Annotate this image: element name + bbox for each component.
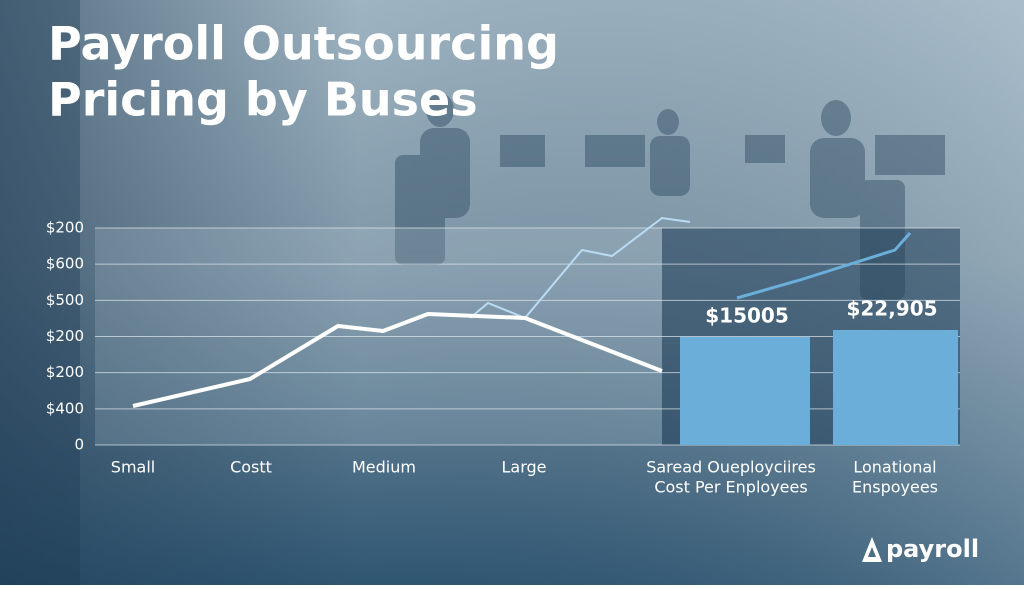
y-axis-label: 0: [74, 436, 84, 454]
logo: payroll: [862, 535, 979, 563]
y-axis-label: $200: [46, 327, 84, 345]
y-axis-label: $600: [46, 255, 84, 273]
category-label: Medium: [352, 458, 416, 477]
logo-text: payroll: [886, 535, 979, 563]
category-labels: Small Costt Medium Large Saread Oueployciire…: [111, 458, 938, 497]
title-line: Payroll Outsourcing: [48, 17, 559, 71]
title-line: Pricing by Buses: [48, 73, 478, 127]
category-label: Saread Oueployciires: [646, 458, 816, 477]
office-scene: [395, 93, 945, 300]
category-label: Enspoyees: [852, 478, 938, 497]
category-label: Costt: [230, 458, 272, 477]
bar: [680, 337, 810, 445]
bar-label: $15005: [705, 304, 789, 328]
category-label: Large: [501, 458, 546, 477]
trend-line: [132, 312, 663, 408]
trend-line: [469, 216, 691, 320]
category-label: Small: [111, 458, 155, 477]
bar: [833, 330, 958, 445]
y-axis-label: $200: [46, 219, 84, 237]
left-shadow: [0, 0, 80, 585]
category-label: Lonational: [853, 458, 936, 477]
y-axis-label: $500: [46, 291, 84, 309]
y-axis-label: $200: [46, 363, 84, 381]
trend-line: [736, 232, 912, 300]
category-label: Cost Per Enployees: [654, 478, 807, 497]
y-axis-label: $400: [46, 399, 84, 417]
y-axis-labels: $200 $600 $500 $200 $200 $400 0: [46, 219, 84, 454]
grid: [95, 227, 960, 446]
logo-icon: [862, 537, 882, 562]
bar-label: $22,905: [846, 297, 937, 321]
